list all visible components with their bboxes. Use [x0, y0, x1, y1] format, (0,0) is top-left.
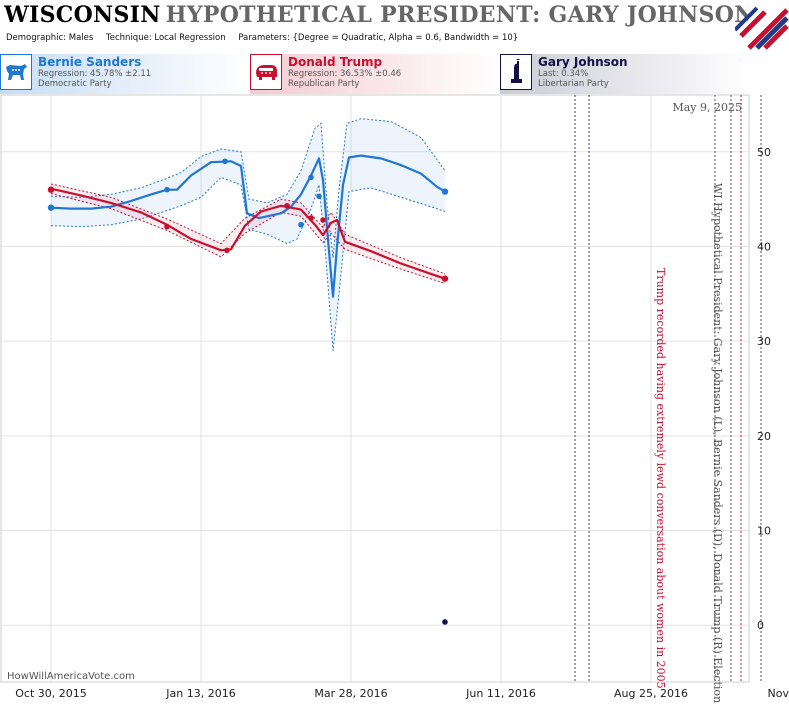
watermark: HowWillAmericaVote.com [7, 671, 135, 682]
y-tick-label: 50 [757, 146, 771, 159]
legend-trump-details: Regression: 36.53% ±0.46 Republican Part… [288, 69, 401, 89]
legend-sanders-party: Democratic Party [38, 79, 112, 89]
donald-trump-point [308, 215, 314, 221]
bernie-sanders-lower-bound [50, 176, 446, 351]
legend-sanders-regression: Regression: 45.78% ±2.11 [38, 69, 152, 79]
bernie-sanders-point [298, 221, 304, 228]
chart-title: WISCONSIN HYPOTHETICAL PRESIDENT: GARY J… [4, 2, 748, 34]
donald-trump-point [320, 217, 326, 223]
data-points [47, 158, 449, 625]
legend-johnson-details: Last: 0.34% Libertarian Party [538, 69, 609, 89]
chart-meta: Demographic: Males Technique: Local Regr… [6, 33, 528, 43]
bernie-sanders-point [316, 193, 322, 200]
liberty-icon [500, 54, 532, 90]
legend-item-johnson: Gary Johnson Last: 0.34% Libertarian Par… [500, 54, 750, 94]
y-tick-label: 10 [757, 525, 771, 538]
y-tick-labels: 0 10 20 30 40 50 [757, 146, 771, 632]
donald-trump-point [441, 275, 449, 282]
meta-demographic: Demographic: Males [6, 33, 94, 43]
meta-technique: Technique: Local Regression [106, 33, 226, 43]
confidence-bands [50, 118, 446, 351]
legend-trump-name: Donald Trump [288, 55, 383, 69]
regression-lines [50, 154, 446, 298]
legend-trump-party: Republican Party [288, 79, 360, 89]
x-tick-label: Jun 11, 2016 [465, 687, 536, 700]
legend-johnson-name: Gary Johnson [538, 55, 628, 69]
x-tick-label: Mar 28, 2016 [314, 687, 387, 700]
legend-sanders-name: Bernie Sanders [38, 55, 142, 69]
x-tick-label: Jan 13, 2016 [165, 687, 235, 700]
y-tick-label: 30 [757, 335, 771, 348]
y-tick-label: 40 [757, 240, 771, 253]
legend-trump-regression: Regression: 36.53% ±0.46 [288, 69, 402, 79]
gary-johnson-point [442, 619, 448, 625]
title-main: HYPOTHETICAL PRESIDENT: GARY JOHNSON (L)… [165, 2, 748, 28]
legend-item-trump: Donald Trump Regression: 36.53% ±0.46 Re… [250, 54, 500, 94]
x-tick-label: Nov 8, 2016 [768, 687, 789, 700]
x-tick-label: Aug 25, 2016 [614, 687, 688, 700]
bernie-sanders-point [441, 188, 449, 195]
bernie-sanders-point [222, 158, 228, 165]
legend-johnson-party: Libertarian Party [538, 79, 609, 89]
bernie-sanders-upper-bound [50, 118, 446, 258]
y-tick-label: 0 [757, 619, 764, 632]
plot-frame [0, 94, 750, 683]
date-label: May 9, 2025 [672, 101, 742, 114]
donald-trump-point [224, 247, 230, 254]
donald-trump-band [51, 184, 445, 284]
annotation-lewd-tape: Trump recorded having extremely lewd con… [654, 268, 667, 689]
bernie-sanders-point [164, 186, 170, 193]
bernie-sanders-band [51, 118, 445, 351]
grid [1, 95, 749, 682]
meta-parameters: Parameters: {Degree = Quadratic, Alpha =… [238, 33, 519, 43]
flag-logo-icon [735, 0, 789, 50]
title-state: WISCONSIN [4, 2, 161, 28]
donald-trump-point [164, 223, 170, 230]
legend-johnson-last: Last: 0.34% [538, 69, 589, 79]
x-tick-labels: Oct 30, 2015 Jan 13, 2016 Mar 28, 2016 Jun … [15, 687, 789, 700]
legend-item-sanders: Bernie Sanders Regression: 45.78% ±2.11 … [0, 54, 250, 94]
legend-sanders-details: Regression: 45.78% ±2.11 Democratic Part… [38, 69, 151, 89]
bernie-sanders-point [47, 204, 55, 211]
x-tick-label: Oct 30, 2015 [15, 687, 87, 700]
elephant-icon [250, 54, 282, 90]
donald-trump-point [284, 202, 290, 209]
donald-trump-regression-line [50, 187, 446, 280]
right-axis-title: WI Hypothetical President: Gary Johnson … [711, 183, 724, 703]
vertical-markers [574, 95, 762, 682]
bernie-sanders-point [308, 174, 314, 181]
donkey-icon [0, 54, 32, 90]
donald-trump-point [47, 186, 55, 193]
y-tick-label: 20 [757, 430, 771, 443]
